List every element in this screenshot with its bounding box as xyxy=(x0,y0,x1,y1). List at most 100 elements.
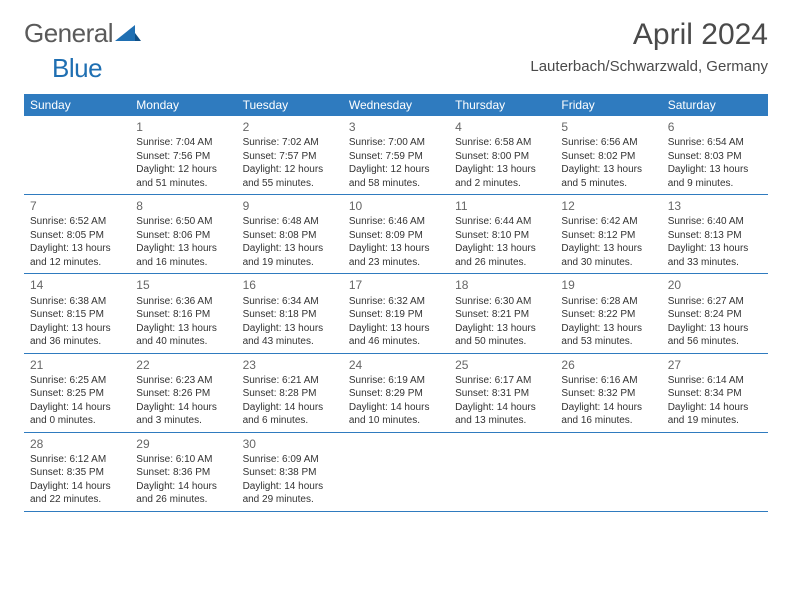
day-info-line: Daylight: 13 hours xyxy=(561,322,655,336)
calendar-week-row: 7Sunrise: 6:52 AMSunset: 8:05 PMDaylight… xyxy=(24,195,768,274)
day-number: 24 xyxy=(349,357,443,373)
day-info-line: Sunrise: 6:50 AM xyxy=(136,215,230,229)
calendar-day-cell: 13Sunrise: 6:40 AMSunset: 8:13 PMDayligh… xyxy=(662,195,768,273)
day-info-line: Daylight: 13 hours xyxy=(561,242,655,256)
calendar-day-cell xyxy=(662,433,768,511)
day-info-line: Sunset: 8:10 PM xyxy=(455,229,549,243)
calendar-day-cell: 7Sunrise: 6:52 AMSunset: 8:05 PMDaylight… xyxy=(24,195,130,273)
day-info-line: and 16 minutes. xyxy=(561,414,655,428)
calendar-day-cell: 27Sunrise: 6:14 AMSunset: 8:34 PMDayligh… xyxy=(662,354,768,432)
calendar-day-cell: 4Sunrise: 6:58 AMSunset: 8:00 PMDaylight… xyxy=(449,116,555,194)
day-info-line: Daylight: 14 hours xyxy=(561,401,655,415)
day-info-line: Daylight: 13 hours xyxy=(668,322,762,336)
day-number: 30 xyxy=(243,436,337,452)
day-number: 9 xyxy=(243,198,337,214)
day-info-line: and 26 minutes. xyxy=(136,493,230,507)
day-info-line: Daylight: 13 hours xyxy=(561,163,655,177)
day-info-line: Sunrise: 6:16 AM xyxy=(561,374,655,388)
day-info-line: Sunrise: 6:27 AM xyxy=(668,295,762,309)
day-info-line: Daylight: 13 hours xyxy=(243,242,337,256)
day-info-line: and 22 minutes. xyxy=(30,493,124,507)
day-info-line: and 23 minutes. xyxy=(349,256,443,270)
logo-text-blue: Blue xyxy=(52,53,102,83)
day-info-line: Sunrise: 7:04 AM xyxy=(136,136,230,150)
calendar-day-cell: 3Sunrise: 7:00 AMSunset: 7:59 PMDaylight… xyxy=(343,116,449,194)
day-info-line: Daylight: 13 hours xyxy=(349,242,443,256)
day-info-line: Sunset: 8:34 PM xyxy=(668,387,762,401)
day-info-line: Daylight: 14 hours xyxy=(30,401,124,415)
day-info-line: Sunset: 8:16 PM xyxy=(136,308,230,322)
day-number: 7 xyxy=(30,198,124,214)
calendar-week-row: 14Sunrise: 6:38 AMSunset: 8:15 PMDayligh… xyxy=(24,274,768,353)
day-info-line: Daylight: 13 hours xyxy=(668,242,762,256)
calendar-day-cell: 23Sunrise: 6:21 AMSunset: 8:28 PMDayligh… xyxy=(237,354,343,432)
calendar-day-cell: 12Sunrise: 6:42 AMSunset: 8:12 PMDayligh… xyxy=(555,195,661,273)
day-info-line: Sunrise: 6:56 AM xyxy=(561,136,655,150)
logo: General xyxy=(24,18,141,49)
day-number: 10 xyxy=(349,198,443,214)
day-info-line: Sunrise: 6:38 AM xyxy=(30,295,124,309)
calendar-day-cell xyxy=(449,433,555,511)
day-info-line: Daylight: 13 hours xyxy=(136,242,230,256)
calendar-day-cell xyxy=(555,433,661,511)
day-info-line: Sunset: 8:31 PM xyxy=(455,387,549,401)
day-info-line: and 6 minutes. xyxy=(243,414,337,428)
day-info-line: Sunset: 8:24 PM xyxy=(668,308,762,322)
day-info-line: Daylight: 13 hours xyxy=(30,242,124,256)
day-info-line: Sunrise: 6:09 AM xyxy=(243,453,337,467)
day-info-line: Daylight: 12 hours xyxy=(349,163,443,177)
day-info-line: Sunset: 8:09 PM xyxy=(349,229,443,243)
weekday-header: Saturday xyxy=(662,94,768,116)
day-number: 15 xyxy=(136,277,230,293)
weekday-header-row: SundayMondayTuesdayWednesdayThursdayFrid… xyxy=(24,94,768,116)
calendar: SundayMondayTuesdayWednesdayThursdayFrid… xyxy=(24,94,768,512)
day-number: 1 xyxy=(136,119,230,135)
day-number: 13 xyxy=(668,198,762,214)
day-info-line: Daylight: 13 hours xyxy=(30,322,124,336)
day-number: 12 xyxy=(561,198,655,214)
day-info-line: Daylight: 14 hours xyxy=(136,480,230,494)
calendar-day-cell: 17Sunrise: 6:32 AMSunset: 8:19 PMDayligh… xyxy=(343,274,449,352)
day-info-line: Daylight: 13 hours xyxy=(668,163,762,177)
day-info-line: and 10 minutes. xyxy=(349,414,443,428)
day-info-line: Sunrise: 6:17 AM xyxy=(455,374,549,388)
weekday-header: Tuesday xyxy=(237,94,343,116)
day-info-line: Sunrise: 7:00 AM xyxy=(349,136,443,150)
day-info-line: Daylight: 13 hours xyxy=(455,242,549,256)
calendar-day-cell: 21Sunrise: 6:25 AMSunset: 8:25 PMDayligh… xyxy=(24,354,130,432)
day-info-line: and 58 minutes. xyxy=(349,177,443,191)
day-info-line: and 46 minutes. xyxy=(349,335,443,349)
day-number: 4 xyxy=(455,119,549,135)
day-info-line: and 40 minutes. xyxy=(136,335,230,349)
calendar-week-row: 21Sunrise: 6:25 AMSunset: 8:25 PMDayligh… xyxy=(24,354,768,433)
day-info-line: Sunrise: 6:34 AM xyxy=(243,295,337,309)
calendar-day-cell: 30Sunrise: 6:09 AMSunset: 8:38 PMDayligh… xyxy=(237,433,343,511)
day-number: 5 xyxy=(561,119,655,135)
day-info-line: Daylight: 13 hours xyxy=(349,322,443,336)
day-info-line: and 19 minutes. xyxy=(668,414,762,428)
day-info-line: Sunset: 8:18 PM xyxy=(243,308,337,322)
day-number: 29 xyxy=(136,436,230,452)
day-info-line: Sunrise: 6:10 AM xyxy=(136,453,230,467)
calendar-day-cell: 18Sunrise: 6:30 AMSunset: 8:21 PMDayligh… xyxy=(449,274,555,352)
calendar-day-cell: 24Sunrise: 6:19 AMSunset: 8:29 PMDayligh… xyxy=(343,354,449,432)
day-info-line: Sunset: 8:00 PM xyxy=(455,150,549,164)
day-info-line: Sunset: 8:28 PM xyxy=(243,387,337,401)
day-number: 26 xyxy=(561,357,655,373)
day-info-line: and 36 minutes. xyxy=(30,335,124,349)
day-info-line: Sunset: 8:08 PM xyxy=(243,229,337,243)
day-info-line: Daylight: 14 hours xyxy=(243,401,337,415)
day-info-line: Sunrise: 6:42 AM xyxy=(561,215,655,229)
day-info-line: Sunset: 8:38 PM xyxy=(243,466,337,480)
day-info-line: and 43 minutes. xyxy=(243,335,337,349)
calendar-day-cell: 9Sunrise: 6:48 AMSunset: 8:08 PMDaylight… xyxy=(237,195,343,273)
calendar-day-cell: 25Sunrise: 6:17 AMSunset: 8:31 PMDayligh… xyxy=(449,354,555,432)
day-info-line: Sunset: 8:36 PM xyxy=(136,466,230,480)
title-block: April 2024 Lauterbach/Schwarzwald, Germa… xyxy=(530,18,768,75)
calendar-day-cell: 10Sunrise: 6:46 AMSunset: 8:09 PMDayligh… xyxy=(343,195,449,273)
day-info-line: Sunset: 8:29 PM xyxy=(349,387,443,401)
logo-triangle-icon xyxy=(115,23,141,43)
logo-text-general: General xyxy=(24,18,113,49)
calendar-day-cell: 22Sunrise: 6:23 AMSunset: 8:26 PMDayligh… xyxy=(130,354,236,432)
day-info-line: Sunset: 8:03 PM xyxy=(668,150,762,164)
